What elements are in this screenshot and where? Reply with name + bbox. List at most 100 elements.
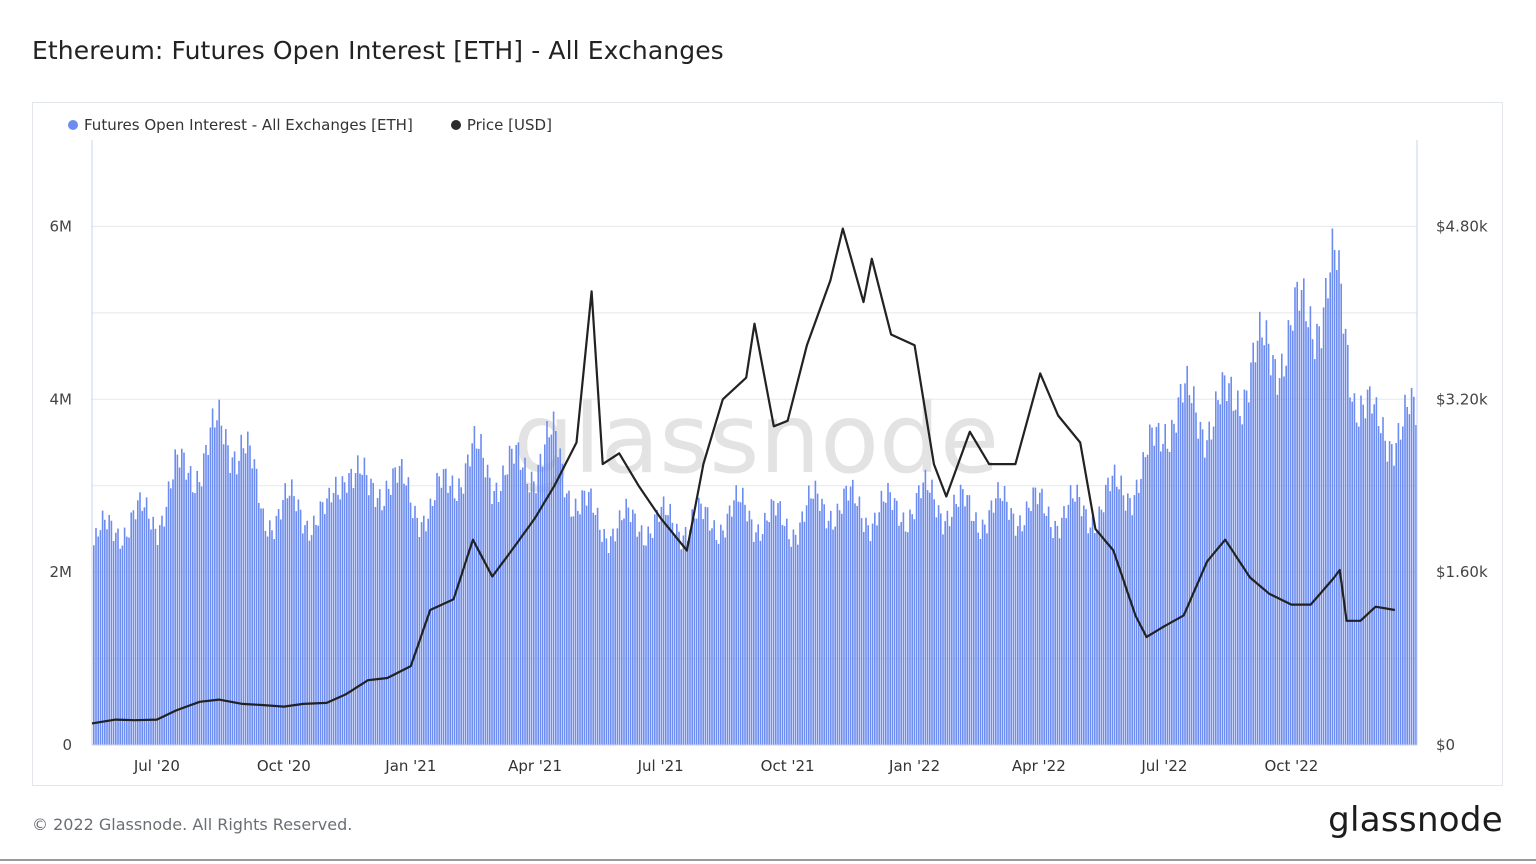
open-interest-bar xyxy=(95,527,97,745)
open-interest-bar xyxy=(502,465,504,745)
open-interest-bar xyxy=(1078,497,1081,745)
open-interest-bar xyxy=(832,529,834,745)
open-interest-bar xyxy=(506,474,509,745)
open-interest-bar xyxy=(350,468,352,745)
open-interest-bar xyxy=(396,482,399,745)
open-interest-bar xyxy=(1063,506,1065,745)
legend-item-open-interest[interactable]: Futures Open Interest - All Exchanges [E… xyxy=(68,116,413,134)
open-interest-bar xyxy=(601,541,603,745)
open-interest-bar xyxy=(412,518,414,745)
open-interest-bar xyxy=(262,508,264,745)
open-interest-bar xyxy=(1058,538,1061,745)
open-interest-bar xyxy=(1098,506,1100,745)
open-interest-bar xyxy=(841,513,843,745)
open-interest-bar xyxy=(803,521,806,745)
open-interest-bar xyxy=(724,537,726,745)
open-interest-bar xyxy=(920,498,922,745)
open-interest-bar xyxy=(768,522,770,745)
open-interest-bar xyxy=(1362,404,1364,745)
open-interest-bar xyxy=(519,469,522,745)
open-interest-bar xyxy=(783,526,786,745)
open-interest-bar xyxy=(535,493,537,745)
open-interest-bar xyxy=(1129,498,1131,745)
open-interest-bar xyxy=(942,534,944,745)
open-interest-bar xyxy=(1303,278,1305,745)
open-interest-bar xyxy=(304,525,306,745)
open-interest-bar xyxy=(500,490,502,745)
open-interest-bar xyxy=(537,465,539,745)
open-interest-bar xyxy=(458,478,460,745)
open-interest-bar xyxy=(141,510,143,745)
open-interest-bar xyxy=(1085,509,1087,745)
open-interest-bar xyxy=(330,502,333,745)
open-interest-bar xyxy=(858,496,861,745)
open-interest-bar xyxy=(504,475,506,745)
open-interest-bar xyxy=(264,530,267,745)
open-interest-bar xyxy=(1307,327,1309,745)
open-interest-bar xyxy=(614,541,616,745)
open-interest-bar xyxy=(414,505,416,745)
open-interest-bar xyxy=(97,536,99,745)
open-interest-bar xyxy=(183,452,185,745)
open-interest-bar xyxy=(1285,365,1287,745)
open-interest-bar xyxy=(286,498,289,745)
open-interest-bar xyxy=(319,501,322,745)
open-interest-bar xyxy=(651,537,654,745)
y-left-tick-label: 0 xyxy=(62,736,72,754)
open-interest-bar xyxy=(702,519,704,745)
open-interest-bar xyxy=(821,498,823,745)
open-interest-bar xyxy=(944,521,946,745)
open-interest-bar xyxy=(885,502,887,745)
open-interest-bar xyxy=(889,492,891,745)
open-interest-bar xyxy=(959,484,962,745)
open-interest-bar xyxy=(1384,440,1386,745)
open-interest-bar xyxy=(1263,345,1265,745)
open-interest-bar xyxy=(957,506,960,745)
open-interest-bar xyxy=(660,506,663,745)
open-interest-bar xyxy=(1111,475,1114,745)
open-interest-bar xyxy=(986,533,988,745)
open-interest-bar xyxy=(856,505,858,745)
open-interest-bar xyxy=(1391,444,1393,745)
open-interest-bar xyxy=(1204,457,1206,745)
open-interest-bar xyxy=(931,479,933,745)
open-interest-bar xyxy=(211,408,214,745)
open-interest-bar xyxy=(209,427,212,745)
open-interest-bar xyxy=(999,498,1001,745)
open-interest-bar xyxy=(799,522,801,745)
open-interest-bar xyxy=(1069,485,1072,745)
legend-item-price[interactable]: Price [USD] xyxy=(450,116,552,134)
open-interest-bar xyxy=(101,510,104,745)
open-interest-bar xyxy=(203,453,205,745)
open-interest-bar xyxy=(1338,250,1340,745)
brand-logo[interactable]: glassnode xyxy=(1328,800,1503,840)
open-interest-bar xyxy=(946,510,949,745)
open-interest-bar xyxy=(1032,487,1034,745)
open-interest-bar xyxy=(779,501,781,745)
open-interest-bar xyxy=(667,515,669,745)
open-interest-bar xyxy=(876,525,878,745)
open-interest-bar xyxy=(997,482,999,745)
open-interest-bar xyxy=(1190,403,1193,745)
open-interest-bar xyxy=(372,482,374,745)
open-interest-bar xyxy=(902,512,905,745)
open-interest-bar xyxy=(678,531,680,745)
open-interest-bar xyxy=(605,538,608,745)
open-interest-bar xyxy=(363,457,366,745)
open-interest-bar xyxy=(1395,443,1397,745)
open-interest-bar xyxy=(1179,384,1182,745)
open-interest-bar xyxy=(482,457,484,745)
open-interest-bar xyxy=(1184,383,1186,745)
open-interest-bar xyxy=(566,493,568,745)
open-interest-bar xyxy=(654,514,656,745)
open-interest-bar xyxy=(1197,438,1199,745)
open-interest-bar xyxy=(1076,484,1078,745)
legend-dot-price xyxy=(450,120,461,130)
open-interest-bar xyxy=(326,498,328,745)
open-interest-bar xyxy=(185,479,187,745)
open-interest-bar xyxy=(293,496,295,745)
x-tick-label: Oct '22 xyxy=(1264,757,1318,775)
open-interest-bar xyxy=(145,497,148,745)
open-interest-bar xyxy=(940,513,942,745)
